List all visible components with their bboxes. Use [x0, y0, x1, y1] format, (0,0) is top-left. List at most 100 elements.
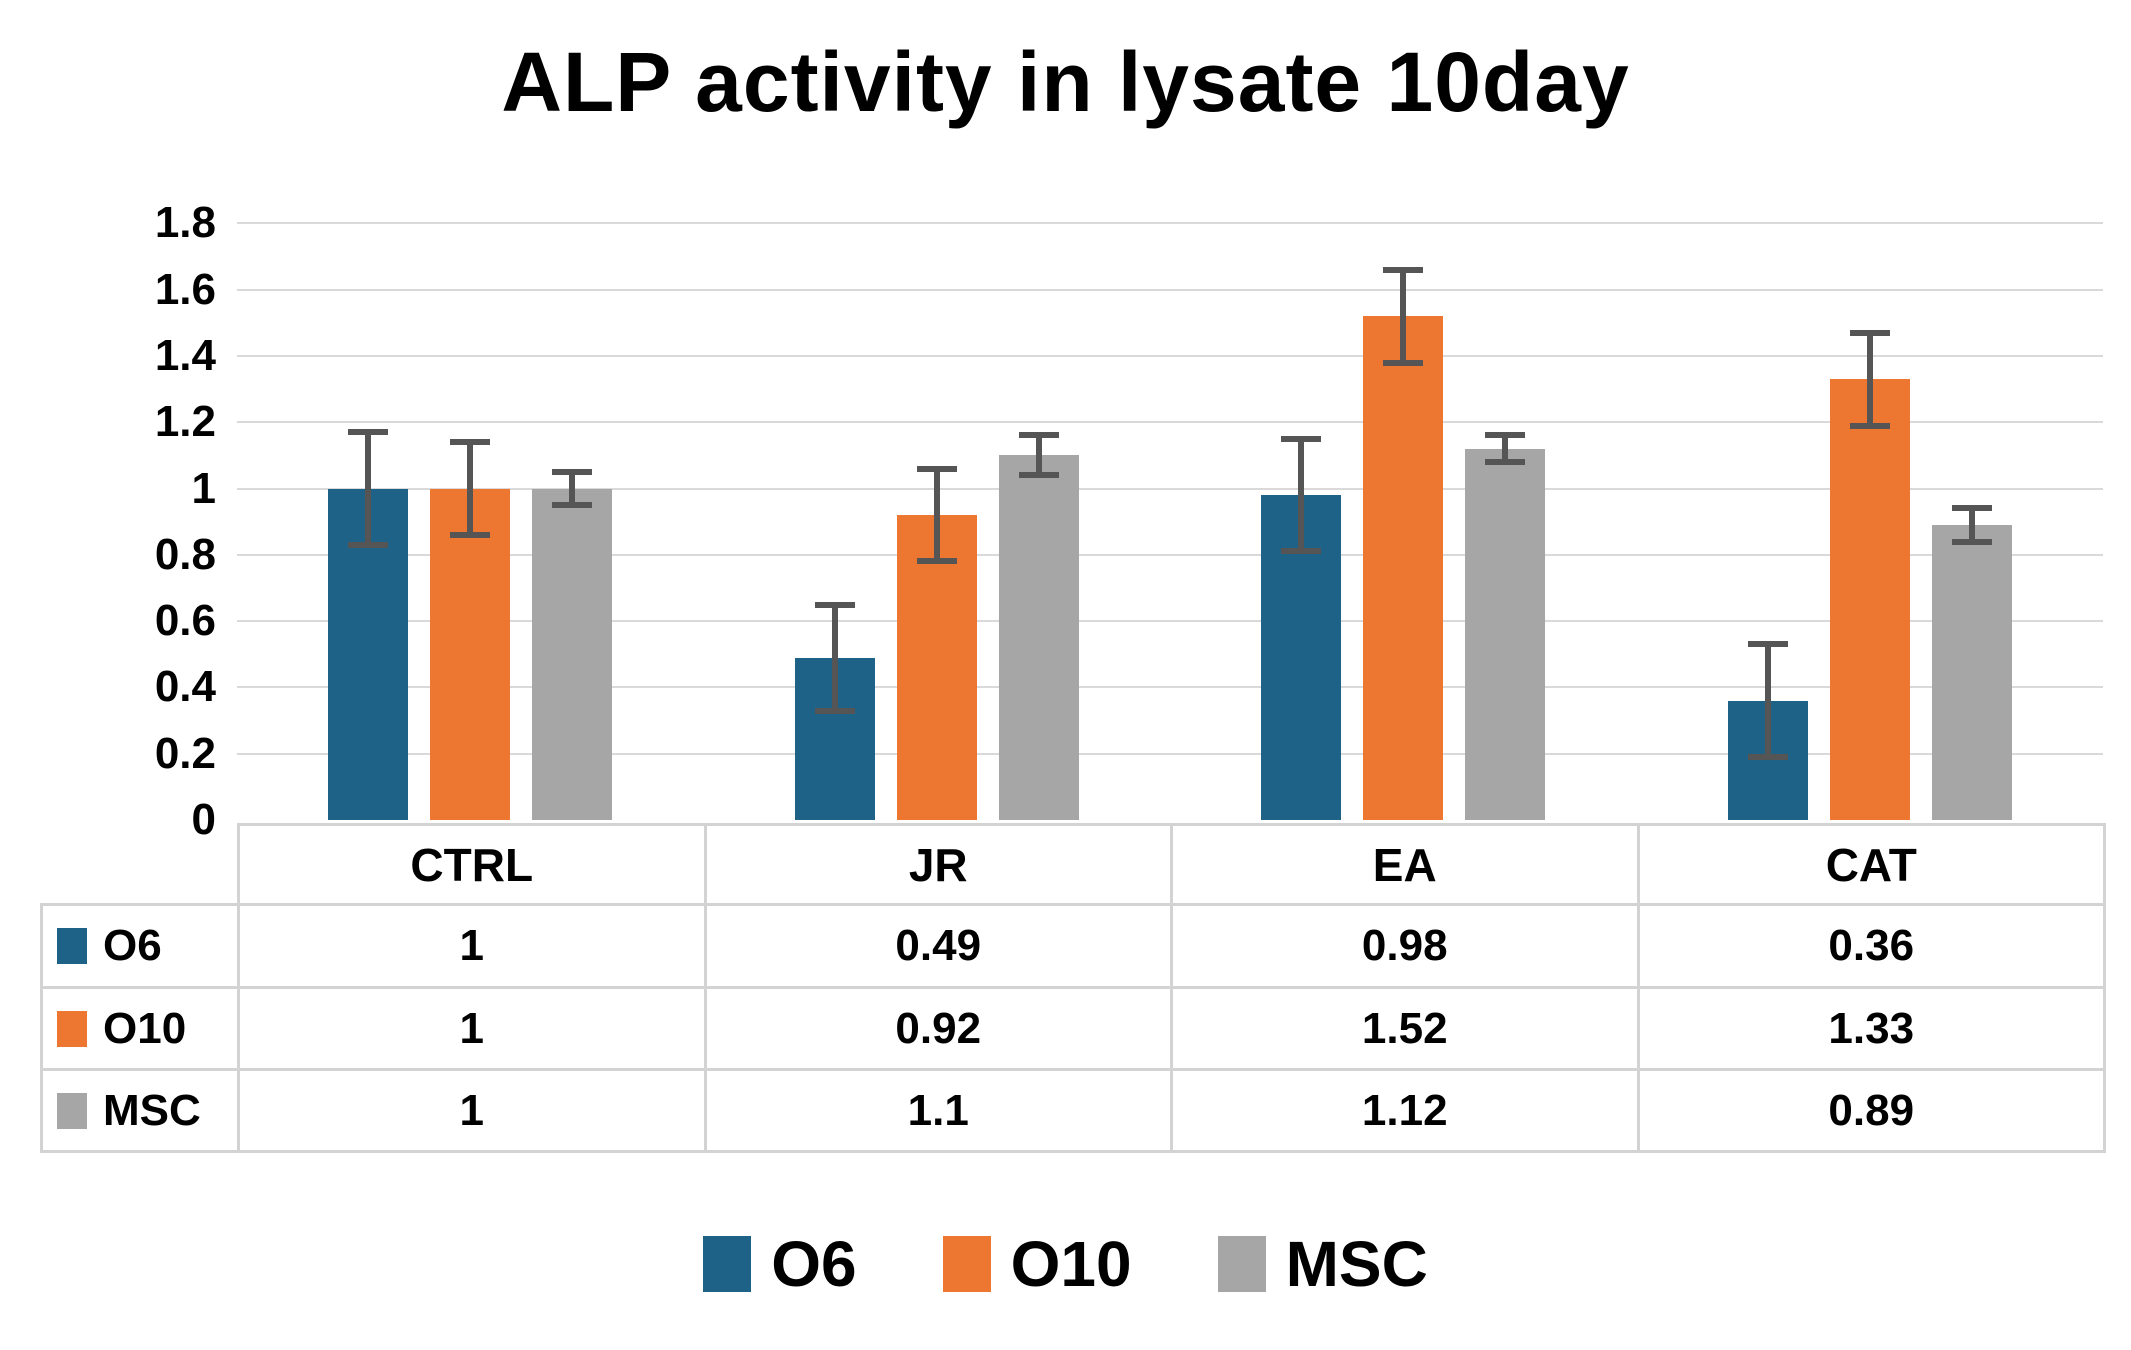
error-bar-o6-jr-cap [814, 707, 855, 714]
table-value-cell: 0.49 [703, 903, 1173, 989]
table-column-header: CTRL [237, 823, 707, 906]
gridline [237, 487, 2103, 490]
legend: O6 O10 MSC [0, 1218, 2131, 1310]
error-bar-msc-ea [1502, 435, 1509, 462]
error-bar-msc-ctrl-cap [552, 468, 593, 475]
y-tick-label: 0.4 [154, 662, 216, 712]
y-tick-label: 1.2 [154, 397, 216, 447]
error-bar-msc-ctrl [569, 471, 576, 506]
error-bar-msc-ctrl-cap [552, 502, 593, 509]
error-bar-o6-cat [1764, 644, 1771, 757]
bar-o10-cat [1829, 379, 1910, 820]
error-bar-msc-jr [1035, 435, 1042, 476]
error-bar-o6-ctrl-cap [348, 429, 389, 436]
error-bar-msc-jr-cap [1018, 472, 1059, 479]
error-bar-o6-jr [831, 604, 838, 711]
gridline [237, 686, 2103, 689]
error-bar-o10-jr [933, 468, 940, 562]
gridline [237, 288, 2103, 291]
gridline [237, 354, 2103, 357]
bar-msc-ea [1465, 448, 1546, 820]
error-bar-msc-ea-cap [1485, 458, 1526, 465]
table-value-cell: 0.89 [1636, 1068, 2106, 1153]
table-corner-spacer [42, 825, 239, 905]
table-row-key: MSC [40, 1068, 240, 1153]
legend-label: O10 [1010, 1228, 1132, 1300]
error-bar-o6-cat-cap [1747, 641, 1788, 648]
y-tick-label: 0 [191, 795, 216, 844]
table-value-cell: 1 [237, 986, 707, 1071]
error-bar-o10-cat-cap [1849, 329, 1890, 336]
y-tick-label: 1.6 [154, 264, 216, 314]
table-value-cell: 0.36 [1636, 903, 2106, 989]
error-bar-o10-ctrl [467, 442, 474, 535]
error-bar-o10-ea-cap [1383, 266, 1424, 273]
error-bar-o10-ctrl-cap [450, 531, 491, 538]
error-bar-o10-ea-cap [1383, 359, 1424, 366]
gridline [237, 421, 2103, 424]
error-bar-o6-jr-cap [814, 601, 855, 608]
table-value-cell: 0.92 [703, 986, 1173, 1071]
bar-msc-jr [998, 455, 1079, 820]
error-bar-o6-ea [1298, 438, 1305, 552]
gridline [237, 752, 2103, 755]
series-key-swatch-o6 [57, 928, 87, 964]
error-bar-msc-jr-cap [1018, 432, 1059, 439]
error-bar-o10-cat [1866, 332, 1873, 426]
bar-o10-ctrl [430, 488, 511, 820]
y-tick-label: 0.2 [154, 728, 216, 778]
table-value-cell: 1.52 [1170, 986, 1640, 1071]
legend-swatch-o6 [703, 1236, 752, 1292]
bar-o10-jr [896, 515, 977, 820]
legend-item-msc: MSC [1217, 1228, 1428, 1300]
legend-label: MSC [1285, 1228, 1428, 1300]
legend-swatch-msc [1217, 1236, 1266, 1292]
error-bar-o6-cat-cap [1747, 754, 1788, 760]
series-key-swatch-o10 [57, 1010, 87, 1047]
chart-title: ALP activity in lysate 10day [501, 35, 1630, 129]
gridline [237, 620, 2103, 623]
gridline [237, 553, 2103, 556]
bar-o10-ea [1363, 316, 1444, 820]
error-bar-o10-ea [1400, 269, 1407, 363]
error-bar-o6-ea-cap [1281, 548, 1322, 555]
legend-label: O6 [771, 1228, 857, 1300]
data-table: CTRL JR EA CAT O6 1 0.49 0.98 0.36 O10 1 0.92 1.52 1.… [40, 823, 2106, 1153]
series-key-label: O10 [103, 1003, 187, 1053]
error-bar-msc-cat [1968, 508, 1975, 542]
error-bar-o6-ea-cap [1281, 435, 1322, 442]
y-tick-label: 0.8 [154, 529, 216, 579]
error-bar-o6-ctrl-cap [348, 541, 389, 548]
series-key-swatch-msc [57, 1092, 87, 1129]
series-key-label: MSC [103, 1085, 201, 1135]
table-value-cell: 1.1 [703, 1068, 1173, 1153]
table-column-header: JR [703, 823, 1173, 906]
table-row-key: O10 [40, 986, 240, 1071]
legend-item-o6: O6 [703, 1228, 857, 1300]
series-key-label: O6 [103, 921, 162, 970]
legend-swatch-o10 [942, 1236, 991, 1292]
y-tick-label: 1.8 [154, 198, 216, 248]
table-column-header: CAT [1636, 823, 2106, 906]
error-bar-o10-ctrl-cap [450, 439, 491, 446]
bar-msc-cat [1931, 524, 2012, 820]
error-bar-msc-ea-cap [1485, 432, 1526, 439]
table-value-cell: 1.33 [1636, 986, 2106, 1071]
error-bar-msc-cat-cap [1951, 538, 1992, 545]
table-value-cell: 1 [237, 903, 707, 989]
legend-item-o10: O10 [942, 1228, 1132, 1300]
error-bar-msc-cat-cap [1951, 505, 1992, 512]
table-column-header: EA [1170, 823, 1640, 906]
y-tick-label: 0.6 [154, 596, 216, 646]
table-value-cell: 0.98 [1170, 903, 1640, 989]
error-bar-o10-jr-cap [916, 558, 957, 565]
error-bar-o6-ctrl [365, 432, 372, 545]
error-bar-o10-jr-cap [916, 465, 957, 472]
table-value-cell: 1.12 [1170, 1068, 1640, 1153]
y-tick-label: 1 [191, 463, 216, 513]
y-tick-label: 1.4 [154, 330, 216, 380]
table-row-key: O6 [40, 903, 240, 989]
table-value-cell: 1 [237, 1068, 707, 1153]
bar-msc-ctrl [532, 488, 613, 820]
